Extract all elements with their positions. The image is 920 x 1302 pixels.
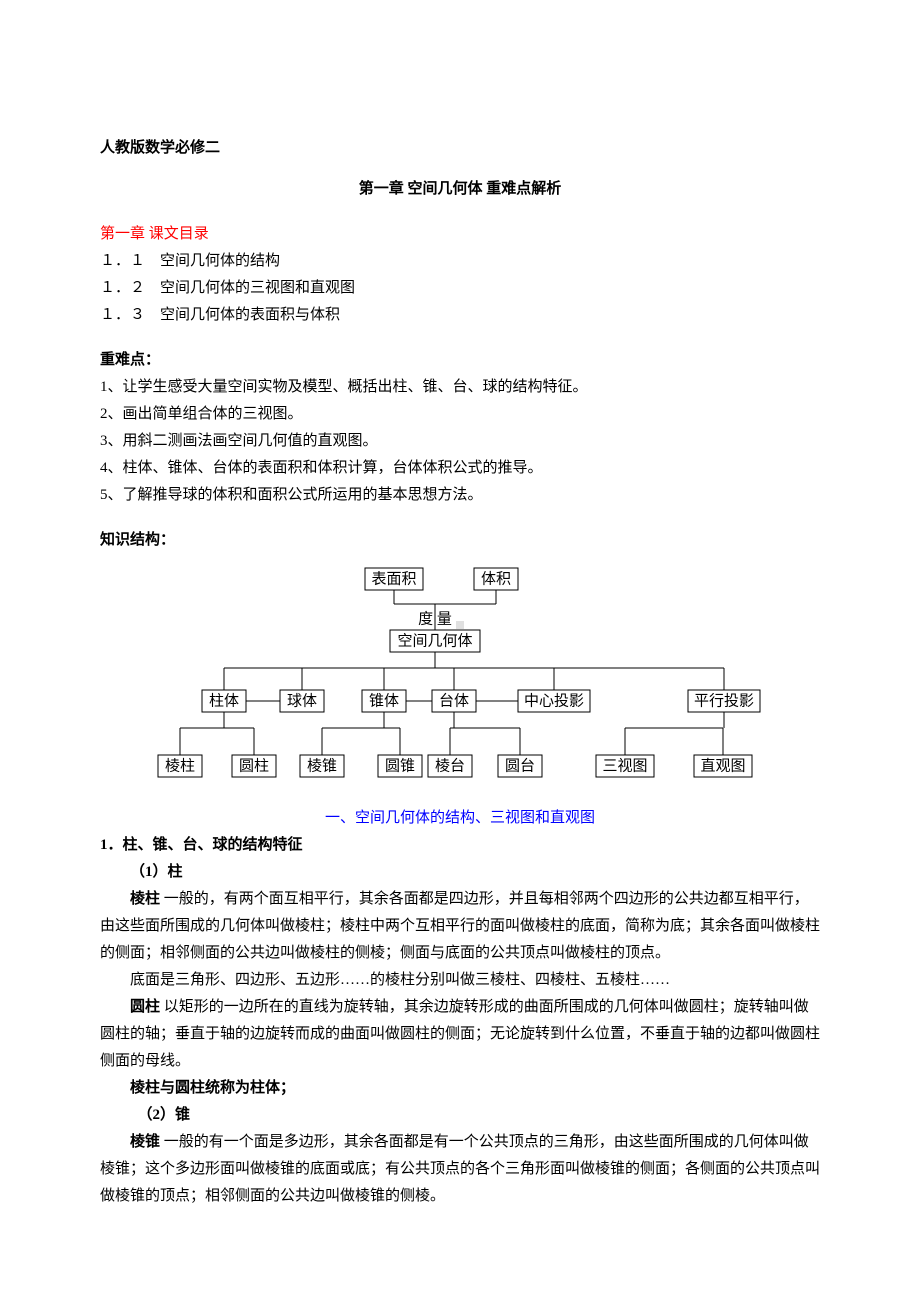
label-kongjian: 空间几何体 (397, 632, 472, 649)
node-zhuti: 柱体 (202, 690, 246, 712)
node-lengtai: 棱台 (428, 755, 472, 777)
label-duliang: 度 量 (418, 610, 452, 627)
node-tiji: 体积 (474, 568, 518, 590)
label-biaomianji: 表面积 (371, 570, 416, 587)
znd-item-4: 4、柱体、锥体、台体的表面积和体积计算，台体体积公式的推导。 (100, 455, 820, 482)
toc-heading: 第一章 课文目录 (100, 221, 820, 248)
node-zhongxin: 中心投影 (518, 690, 590, 712)
node-kongjian: 空间几何体 (390, 630, 480, 652)
yuanzhu-label: 圆柱 (130, 999, 160, 1015)
label-zhuiti: 锥体 (369, 692, 399, 709)
label-zhongxin: 中心投影 (524, 692, 584, 709)
label-lengzhui: 棱锥 (307, 757, 337, 774)
node-yuanzhu: 圆柱 (232, 755, 276, 777)
label-qiuti: 球体 (287, 692, 317, 709)
label-tiji: 体积 (481, 570, 511, 587)
lengzhu-label: 棱柱 (130, 891, 160, 907)
node-yuanzhui: 圆锥 (378, 755, 422, 777)
s1-heading: 1．柱、锥、台、球的结构特征 (100, 832, 820, 859)
section1-title: 一、空间几何体的结构、三视图和直观图 (100, 805, 820, 832)
node-lengzhui: 棱锥 (300, 755, 344, 777)
node-lengzhu: 棱柱 (158, 755, 202, 777)
knowledge-tree-diagram: 表面积 体积 度 量 空间几何体 柱体 球体 锥体 台体 中心投影 平行 (140, 560, 780, 785)
watermark-icon (456, 621, 464, 629)
node-zhuiti: 锥体 (362, 690, 406, 712)
lengzhui-text: 一般的有一个面是多边形，其余各面都是有一个公共顶点的三角形，由这些面所围成的几何… (100, 1134, 820, 1204)
doc-header: 人教版数学必修二 (100, 135, 820, 162)
page: 人教版数学必修二 第一章 空间几何体 重难点解析 第一章 课文目录 １．１ 空间… (0, 0, 920, 1302)
node-pingxing: 平行投影 (688, 690, 760, 712)
zhuti-summary: 棱柱与圆柱统称为柱体； (100, 1075, 820, 1102)
para-lengzhui: 棱锥 一般的有一个面是多边形，其余各面都是有一个公共顶点的三角形，由这些面所围成… (100, 1129, 820, 1210)
label-zhiguantu: 直观图 (700, 757, 745, 774)
zhishi-label: 知识结构： (100, 527, 820, 554)
zhongnandian-label: 重难点： (100, 347, 820, 374)
label-yuanzhui: 圆锥 (385, 757, 415, 774)
label-lengtai: 棱台 (435, 757, 465, 774)
node-yuantai: 圆台 (498, 755, 542, 777)
lengzhu-text: 一般的，有两个面互相平行，其余各面都是四边形，并且每相邻两个四边形的公共边都互相… (100, 891, 820, 961)
para-lengzhu: 棱柱 一般的，有两个面互相平行，其余各面都是四边形，并且每相邻两个四边形的公共边… (100, 886, 820, 967)
s1-sub2: （2）锥 (100, 1102, 820, 1129)
znd-item-1: 1、让学生感受大量空间实物及模型、概括出柱、锥、台、球的结构特征。 (100, 374, 820, 401)
node-taiti: 台体 (432, 690, 476, 712)
doc-title: 第一章 空间几何体 重难点解析 (100, 176, 820, 203)
toc-item-1: １．１ 空间几何体的结构 (100, 248, 820, 275)
node-sanshitu: 三视图 (596, 755, 654, 777)
node-zhiguantu: 直观图 (694, 755, 752, 777)
para-yuanzhu: 圆柱 以矩形的一边所在的直线为旋转轴，其余边旋转形成的曲面所围成的几何体叫做圆柱… (100, 994, 820, 1075)
label-zhuti: 柱体 (209, 692, 239, 709)
node-biaomianji: 表面积 (365, 568, 423, 590)
label-yuanzhu: 圆柱 (239, 757, 269, 774)
lengzhui-label: 棱锥 (130, 1134, 160, 1150)
node-qiuti: 球体 (280, 690, 324, 712)
toc-item-2: １．２ 空间几何体的三视图和直观图 (100, 275, 820, 302)
label-lengzhu: 棱柱 (165, 757, 195, 774)
para-lengzhu-extra: 底面是三角形、四边形、五边形……的棱柱分别叫做三棱柱、四棱柱、五棱柱…… (100, 967, 820, 994)
label-yuantai: 圆台 (505, 757, 535, 774)
znd-item-5: 5、了解推导球的体积和面积公式所运用的基本思想方法。 (100, 482, 820, 509)
label-taiti: 台体 (439, 692, 469, 709)
yuanzhu-text: 以矩形的一边所在的直线为旋转轴，其余边旋转形成的曲面所围成的几何体叫做圆柱；旋转… (100, 999, 820, 1069)
s1-sub1: （1）柱 (100, 859, 820, 886)
znd-item-2: 2、画出简单组合体的三视图。 (100, 401, 820, 428)
znd-item-3: 3、用斜二测画法画空间几何值的直观图。 (100, 428, 820, 455)
label-sanshitu: 三视图 (602, 757, 647, 774)
toc-item-3: １．３ 空间几何体的表面积与体积 (100, 302, 820, 329)
label-pingxing: 平行投影 (694, 692, 754, 709)
